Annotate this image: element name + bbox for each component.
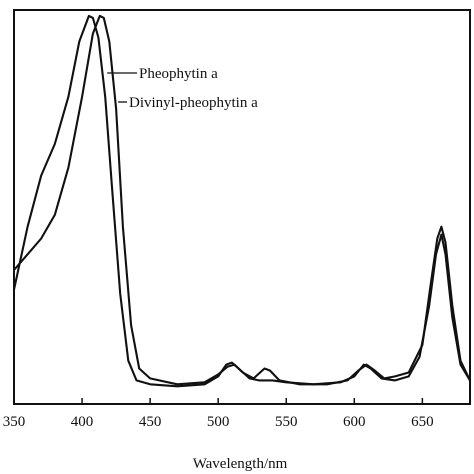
x-tick-label-450: 450 (139, 414, 162, 430)
plot-frame (13, 9, 471, 405)
x-tick-label-400: 400 (71, 414, 94, 430)
series-line-divinyl-pheophytin-a (12, 14, 472, 386)
x-axis-label: Wavelength/nm (193, 456, 288, 472)
x-tick-label-350: 350 (3, 414, 26, 430)
x-tick-label-550: 550 (275, 414, 298, 430)
series-line-pheophytin-a (12, 14, 472, 388)
annotation-divinyl-pheophytin-a: Divinyl-pheophytin a (129, 95, 258, 111)
annotation-pheophytin-a: Pheophytin a (139, 66, 218, 82)
x-tick-label-500: 500 (207, 414, 230, 430)
x-tick-label-600: 600 (343, 414, 366, 430)
x-tick-label-650: 650 (411, 414, 434, 430)
x-axis-ticks: 350 400 450 500 550 600 650 (3, 398, 434, 430)
spectrum-curves (12, 14, 472, 388)
curve-annotations: Pheophytin a Divinyl-pheophytin a (107, 66, 258, 111)
